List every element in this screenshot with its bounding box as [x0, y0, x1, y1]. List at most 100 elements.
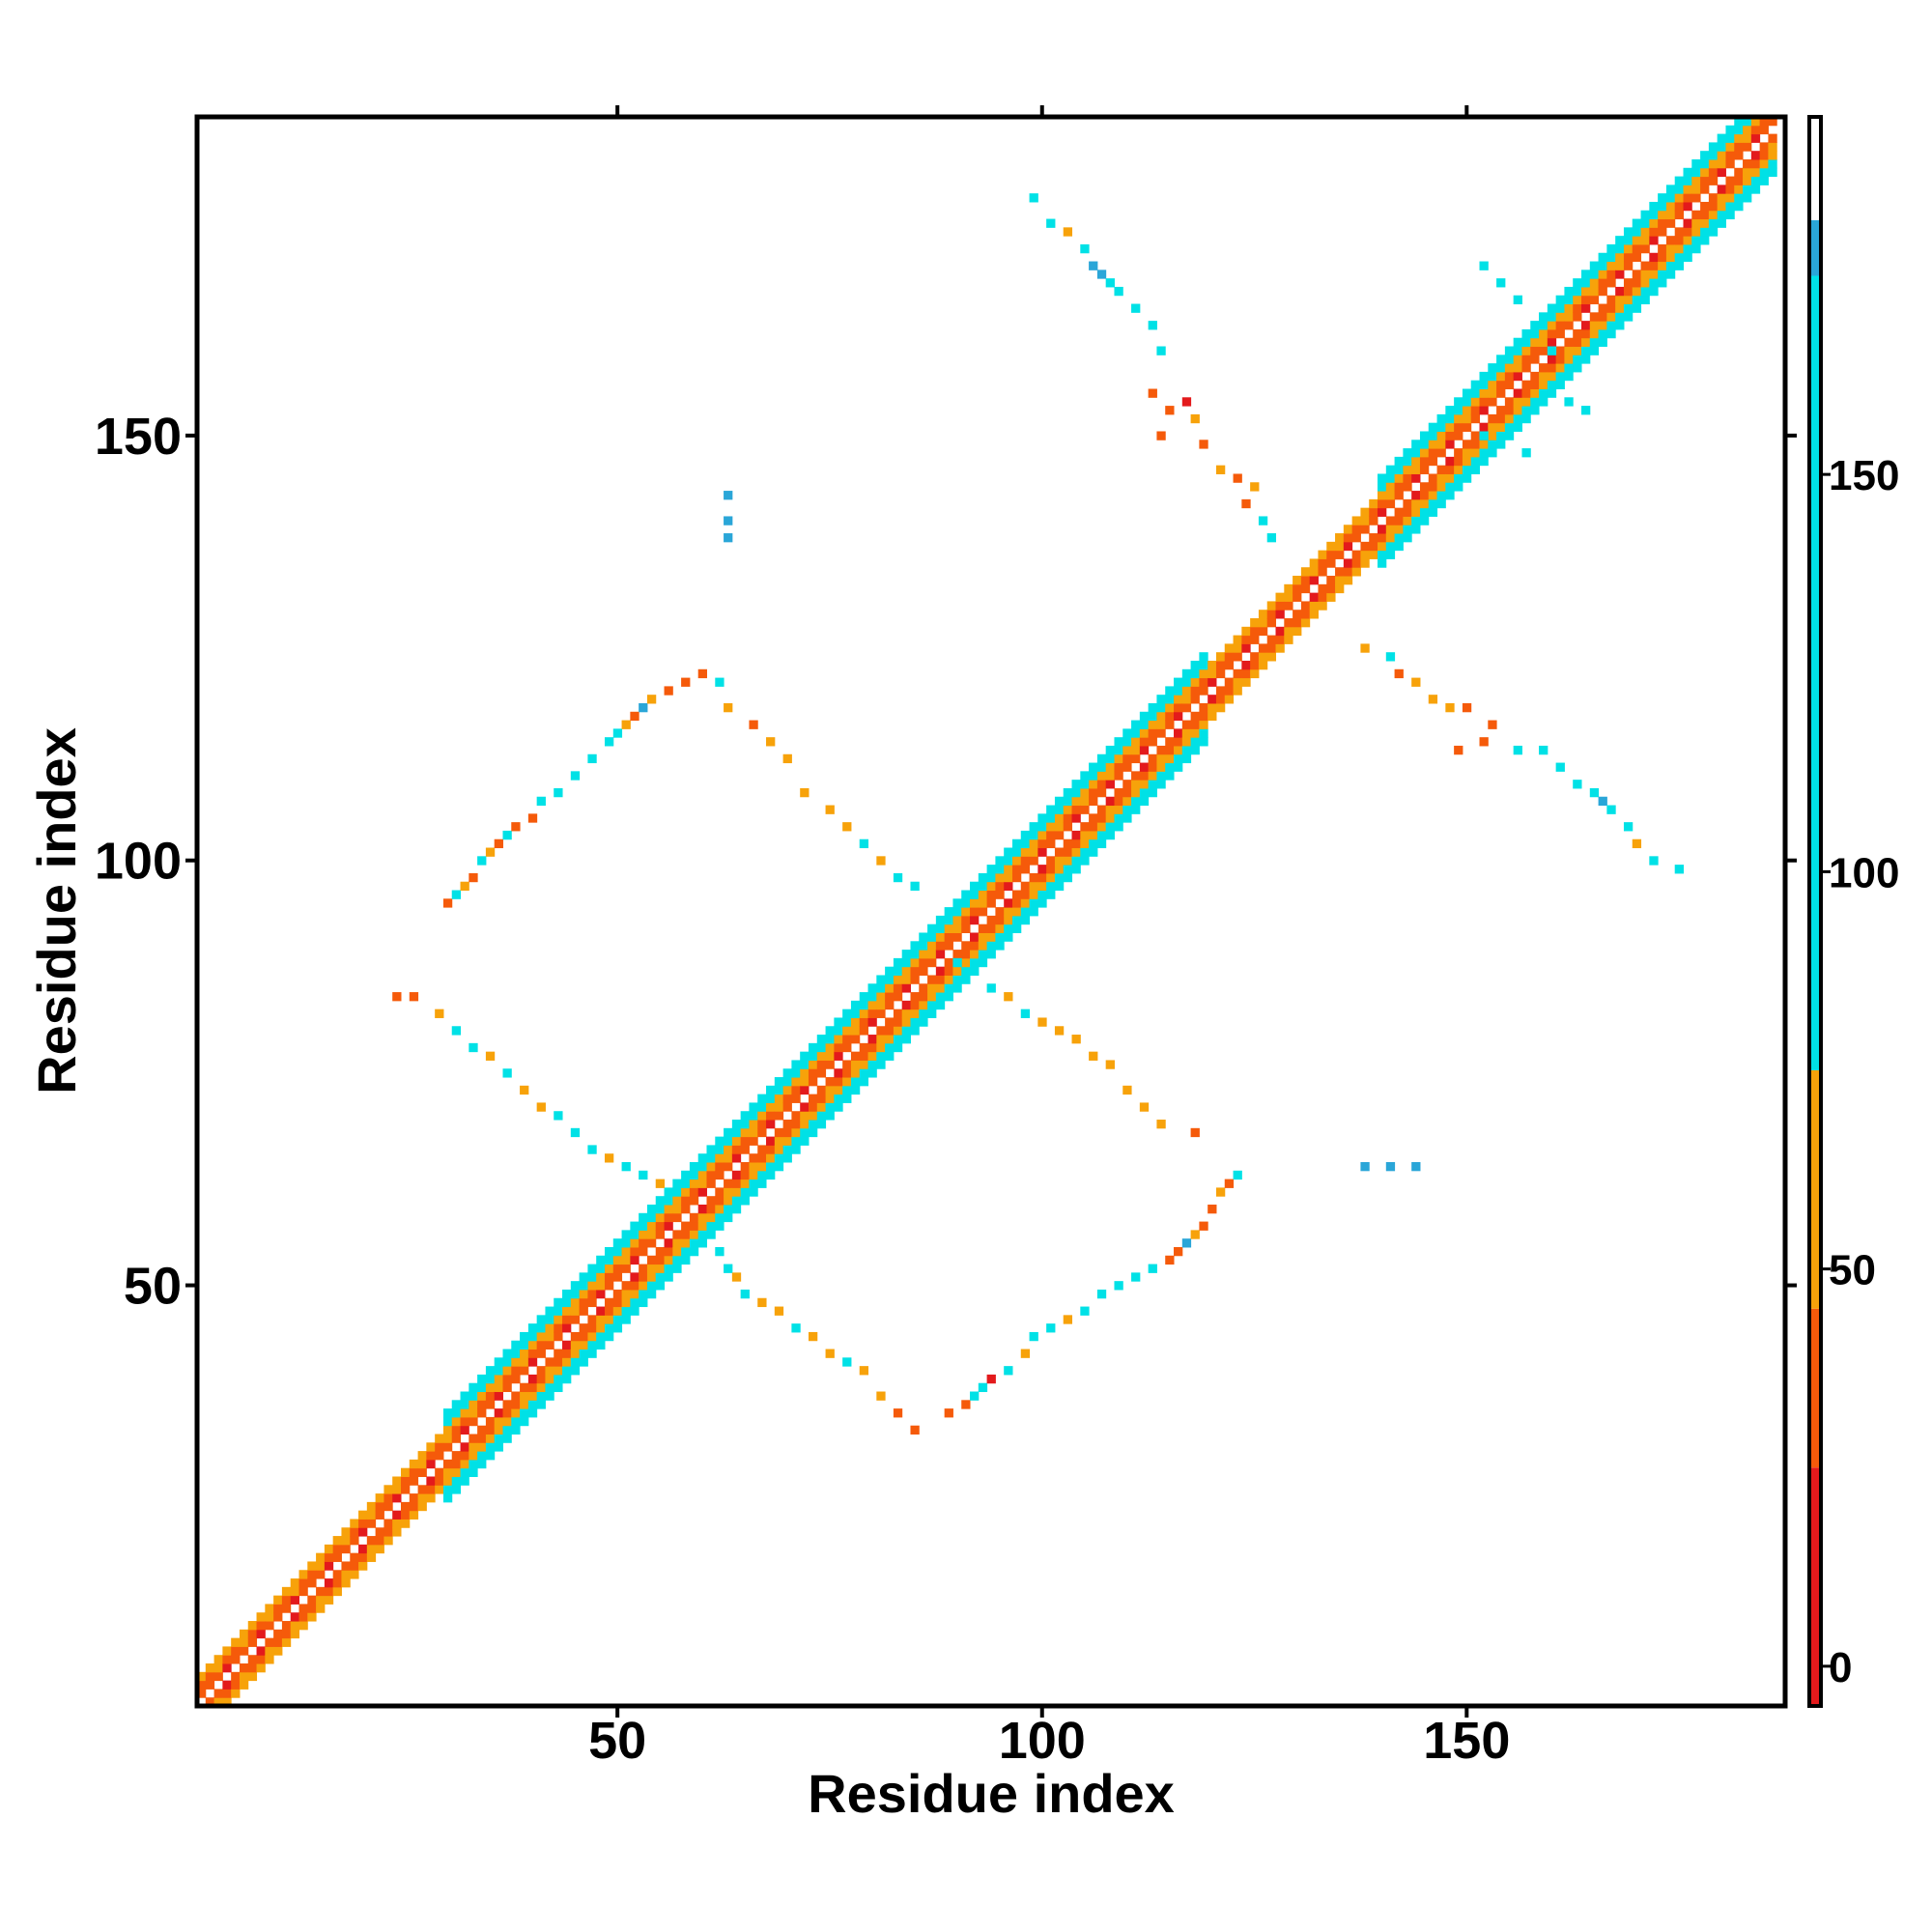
heatmap-cell: [672, 1187, 682, 1197]
heatmap-cell: [749, 1102, 758, 1112]
heatmap-cell: [1369, 550, 1378, 559]
heatmap-cell: [1488, 380, 1497, 389]
heatmap-cell: [910, 975, 920, 984]
heatmap-cell: [1165, 695, 1175, 704]
heatmap-cell: [961, 890, 971, 899]
heatmap-cell: [808, 1051, 818, 1061]
heatmap-cell: [1335, 567, 1345, 577]
heatmap-cell: [1165, 1255, 1175, 1265]
heatmap-cell: [910, 1026, 920, 1036]
heatmap-cell: [485, 1391, 496, 1401]
heatmap-cell: [1309, 567, 1319, 577]
heatmap-cell: [724, 1162, 733, 1172]
heatmap-cell: [944, 983, 953, 993]
heatmap-cell: [978, 1382, 988, 1393]
heatmap-cell: [774, 1111, 784, 1121]
heatmap-cell: [442, 1485, 453, 1494]
heatmap-cell: [332, 1552, 342, 1562]
heatmap-cell: [681, 1196, 691, 1206]
heatmap-cell: [970, 957, 980, 968]
heatmap-cell: [655, 1255, 666, 1265]
heatmap-cell: [281, 1637, 292, 1647]
heatmap-cell: [1479, 388, 1489, 398]
heatmap-cell: [816, 1068, 827, 1078]
heatmap-cell: [1488, 397, 1497, 407]
heatmap-cell: [469, 1416, 478, 1427]
heatmap-cell: [1521, 413, 1531, 424]
heatmap-cell: [1385, 498, 1396, 509]
heatmap-cell: [1284, 592, 1293, 602]
heatmap-cell: [961, 907, 971, 917]
heatmap-cell: [451, 1485, 462, 1494]
heatmap-cell: [1539, 380, 1548, 389]
heatmap-cell: [952, 898, 962, 908]
heatmap-cell: [630, 1221, 639, 1231]
heatmap-cell: [893, 1042, 903, 1053]
heatmap-cell: [570, 1289, 581, 1299]
heatmap-cell: [213, 1697, 223, 1707]
heatmap-cell: [1454, 482, 1463, 492]
heatmap-cell: [1640, 270, 1650, 279]
heatmap-cell: [1496, 278, 1506, 288]
heatmap-cell: [494, 1391, 503, 1401]
heatmap-cell: [1131, 796, 1141, 807]
heatmap-cell: [867, 1042, 877, 1053]
heatmap-cell: [715, 1212, 724, 1223]
heatmap-cell: [435, 1434, 444, 1443]
heatmap-cell: [825, 1051, 835, 1061]
heatmap-cell: [808, 1111, 818, 1121]
heatmap-cell: [961, 923, 971, 933]
heatmap-cell: [1462, 422, 1472, 432]
heatmap-cell: [1530, 337, 1540, 348]
heatmap-cell: [1674, 865, 1684, 874]
heatmap-cell: [1606, 243, 1616, 254]
heatmap-cell: [1717, 142, 1726, 152]
heatmap-cell: [876, 975, 886, 984]
heatmap-cell: [1530, 346, 1540, 355]
heatmap-cell: [494, 1357, 503, 1367]
heatmap-cell: [281, 1604, 292, 1613]
heatmap-cell: [1717, 218, 1726, 228]
heatmap-cell: [901, 983, 911, 993]
heatmap-cell: [596, 1272, 606, 1282]
heatmap-cell: [358, 1527, 368, 1537]
heatmap-cell: [800, 1120, 810, 1129]
heatmap-cell: [1131, 1272, 1141, 1282]
heatmap-cell: [1046, 813, 1056, 823]
heatmap-cell: [1343, 567, 1353, 577]
heatmap-cell: [1555, 312, 1565, 322]
heatmap-cell: [1623, 278, 1634, 288]
heatmap-cell: [536, 1366, 546, 1376]
heatmap-cell: [825, 1077, 835, 1087]
heatmap-cell: [1632, 252, 1642, 263]
heatmap-cell: [1521, 355, 1531, 364]
heatmap-cell: [672, 1179, 682, 1188]
heatmap-cell: [1011, 923, 1022, 933]
heatmap-cell: [1539, 321, 1548, 330]
heatmap-cell: [562, 1349, 572, 1358]
heatmap-cell: [1623, 303, 1634, 313]
heatmap-cell: [706, 1230, 716, 1239]
heatmap-cell: [604, 1323, 614, 1333]
heatmap-cell: [1004, 872, 1013, 883]
heatmap-cell: [273, 1637, 283, 1647]
x-tick-label: 150: [1423, 1712, 1510, 1770]
heatmap-cell: [1445, 491, 1455, 500]
heatmap-cell: [1743, 185, 1752, 194]
heatmap-cell: [545, 1391, 554, 1401]
heatmap-cell: [239, 1663, 249, 1673]
heatmap-cell: [554, 1111, 563, 1121]
heatmap-cell: [511, 1357, 521, 1367]
heatmap-cell: [935, 950, 946, 959]
heatmap-cell: [1615, 286, 1625, 297]
heatmap-cell: [1488, 440, 1497, 449]
heatmap-cell: [1089, 796, 1098, 807]
heatmap-cell: [520, 1366, 529, 1376]
heatmap-cell: [1725, 185, 1735, 194]
heatmap-cell: [935, 992, 946, 1002]
heatmap-cell: [1573, 328, 1582, 339]
y-tick-label: 150: [95, 408, 182, 466]
heatmap-cell: [1309, 610, 1319, 619]
heatmap-cell: [1275, 601, 1285, 611]
